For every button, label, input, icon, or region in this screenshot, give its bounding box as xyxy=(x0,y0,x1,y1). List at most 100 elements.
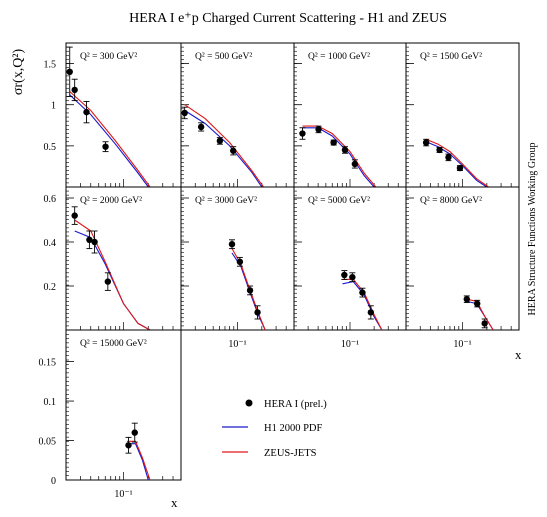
panel-5: 0.2 0.4 0.6 Q² = 2000 GeV² xyxy=(44,186,182,331)
data-point xyxy=(436,146,443,154)
legend-h1-label: H1 2000 PDF xyxy=(264,423,323,434)
data-point xyxy=(131,429,138,436)
panel-1: 0.5 1 1.5 Q² = 300 GeV² xyxy=(44,42,182,188)
curves xyxy=(466,298,494,330)
y-tick-label: 1 xyxy=(51,101,56,112)
side-label: HERA Structure Functions Working Group xyxy=(527,143,538,316)
panel-label: Q² = 500 GeV² xyxy=(195,52,252,62)
zeus-curve xyxy=(425,138,489,187)
y-tick-label: 1.5 xyxy=(44,60,57,71)
data-point xyxy=(230,147,237,154)
data-point xyxy=(330,139,337,146)
zeus-curve xyxy=(69,91,151,187)
panel-frame xyxy=(65,329,182,481)
data-point xyxy=(359,289,366,296)
y-tick-label: 0.5 xyxy=(44,142,57,153)
zeus-curve xyxy=(302,125,377,187)
h1-curve xyxy=(74,230,151,330)
data-point xyxy=(91,238,98,246)
zeus-curve xyxy=(126,440,151,480)
y-tick-label: 0.05 xyxy=(39,437,57,448)
legend: HERA I (prel.) H1 2000 PDF ZEUS-JETS xyxy=(222,399,327,459)
h1-curve xyxy=(425,141,488,187)
panel-7: 10⁻¹ Q² = 5000 GeV² xyxy=(293,186,407,350)
data-point xyxy=(341,271,348,279)
zeus-curve xyxy=(342,278,383,330)
curves xyxy=(69,91,151,187)
data-point xyxy=(254,309,261,316)
data-point xyxy=(83,108,90,116)
figure-title: HERA I e⁺p Charged Current Scattering - … xyxy=(129,11,447,26)
y-tick-label: 0.6 xyxy=(44,194,57,205)
panel-label: Q² = 3000 GeV² xyxy=(195,196,257,206)
data-point xyxy=(246,287,254,294)
panel-label: Q² = 1500 GeV² xyxy=(420,52,482,62)
data-point xyxy=(71,212,78,219)
data-point xyxy=(473,300,481,307)
data-point xyxy=(228,241,236,248)
y-axis-label: σr(x,Q²) xyxy=(11,48,26,95)
y-tick-label: 0.4 xyxy=(44,238,57,249)
x-tick-label: 10⁻¹ xyxy=(341,339,359,350)
curves xyxy=(425,138,489,187)
data-point xyxy=(341,146,349,154)
y-tick-label: 0.15 xyxy=(39,358,57,369)
data-point xyxy=(299,130,306,137)
h1-curve xyxy=(184,110,263,187)
curves xyxy=(74,219,151,330)
data-point xyxy=(66,68,73,76)
x-tick-label: 10⁻¹ xyxy=(228,339,246,350)
data-point xyxy=(102,143,109,150)
data-point xyxy=(315,126,322,133)
legend-data-label: HERA I (prel.) xyxy=(264,399,327,410)
h1-curve xyxy=(69,94,149,187)
panel-label: Q² = 5000 GeV² xyxy=(308,196,370,206)
panel-label: Q² = 300 GeV² xyxy=(80,52,137,62)
zeus-curve xyxy=(184,104,264,187)
panel-8: 10⁻¹ Q² = 8000 GeV² xyxy=(405,186,520,350)
x-tick-label: 10⁻¹ xyxy=(114,489,132,500)
data-point xyxy=(481,320,488,327)
data-point xyxy=(456,164,464,172)
zeus-curve xyxy=(466,298,494,330)
h1-curve xyxy=(302,127,375,187)
h1-curve xyxy=(466,300,494,330)
data-point xyxy=(181,109,188,117)
data-point xyxy=(71,86,78,94)
y-tick-label: 0.2 xyxy=(44,282,57,293)
x-axis-label-row2: x xyxy=(515,347,522,362)
y-tick-label: 0 xyxy=(51,476,56,487)
data-point xyxy=(216,137,224,145)
zeus-curve xyxy=(74,219,151,330)
h1-curve xyxy=(126,443,149,480)
panel-frame xyxy=(405,186,520,331)
panel-frame xyxy=(65,186,182,331)
panel-label: Q² = 15000 GeV² xyxy=(80,339,147,349)
data-point xyxy=(125,442,132,449)
panel-frame xyxy=(293,42,407,188)
curves xyxy=(184,104,264,187)
legend-data-marker xyxy=(245,399,253,407)
panel-3: Q² = 1000 GeV² xyxy=(293,42,407,188)
data-point xyxy=(351,160,359,168)
panel-frame xyxy=(65,42,182,188)
panels-group: 0.5 1 1.5 Q² = 300 GeV² Q² = 500 GeV² Q² = 10… xyxy=(39,42,520,500)
data-point xyxy=(445,154,452,161)
panel-2: Q² = 500 GeV² xyxy=(180,42,295,188)
panel-label: Q² = 8000 GeV² xyxy=(420,196,482,206)
data-point xyxy=(349,274,356,281)
panel-6: 10⁻¹ Q² = 3000 GeV² xyxy=(180,186,295,350)
panel-frame xyxy=(293,186,407,331)
data-point xyxy=(197,123,205,131)
panel-label: Q² = 1000 GeV² xyxy=(308,52,370,62)
data-point xyxy=(422,139,430,146)
x-axis-label-row3: x xyxy=(171,495,178,510)
y-tick-label: 0.1 xyxy=(44,397,57,408)
data-point xyxy=(86,236,93,243)
curves xyxy=(302,125,377,187)
panel-4: Q² = 1500 GeV² xyxy=(405,42,520,188)
data-point xyxy=(463,296,470,303)
panel-9: 0 0.05 0.1 0.15 10⁻¹ Q² = 15000 GeV² xyxy=(39,329,182,500)
data-point xyxy=(104,278,112,285)
